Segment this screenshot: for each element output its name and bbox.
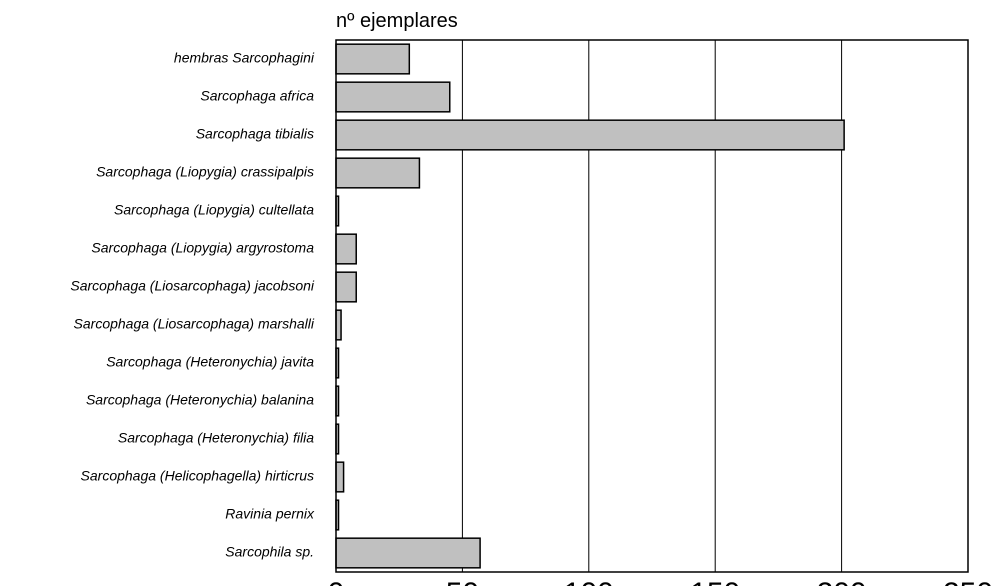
category-label: Sarcophaga (Heteronychia) balanina bbox=[86, 392, 314, 408]
bar bbox=[335, 119, 845, 151]
x-axis-unit-label: nº ejemplares bbox=[336, 10, 458, 32]
category-label: Sarcophaga (Liosarcophaga) jacobsoni bbox=[70, 278, 314, 294]
bar bbox=[335, 81, 451, 113]
category-labels: hembras Sarcophagini Sarcophaga africa Sar… bbox=[70, 50, 315, 560]
category-label: Sarcophaga africa bbox=[200, 88, 314, 104]
category-label: Ravinia pernix bbox=[225, 506, 315, 522]
x-tick-label: 200 bbox=[817, 577, 867, 586]
category-label: Sarcophaga (Helicophagella) hirticrus bbox=[81, 468, 314, 484]
x-tick-label: 100 bbox=[564, 577, 614, 586]
category-label: Sarcophaga (Liosarcophaga) marshalli bbox=[74, 316, 315, 332]
category-label: Sarcophaga (Liopygia) argyrostoma bbox=[91, 240, 314, 256]
bar bbox=[335, 309, 342, 341]
x-tick-label: 0 bbox=[328, 577, 345, 586]
x-tick-label: 150 bbox=[690, 577, 740, 586]
category-label: Sarcophaga tibialis bbox=[196, 126, 314, 142]
bar bbox=[335, 43, 411, 75]
x-tick-label: 50 bbox=[446, 577, 479, 586]
category-label: Sarcophila sp. bbox=[225, 544, 314, 560]
bars bbox=[335, 43, 845, 569]
category-label: hembras Sarcophagini bbox=[174, 50, 315, 66]
bar bbox=[335, 537, 481, 569]
category-label: Sarcophaga (Liopygia) cultellata bbox=[114, 202, 314, 218]
x-tick-label: 250 bbox=[943, 577, 993, 586]
plot-frame bbox=[335, 39, 969, 573]
bar bbox=[335, 461, 345, 493]
x-tick-labels: 0 50 100 150 200 250 bbox=[328, 577, 993, 586]
category-label: Sarcophaga (Heteronychia) filia bbox=[118, 430, 314, 446]
bar bbox=[335, 233, 357, 265]
bar bbox=[335, 271, 357, 303]
bar bbox=[335, 157, 421, 189]
category-label: Sarcophaga (Liopygia) crassipalpis bbox=[96, 164, 314, 180]
category-label: Sarcophaga (Heteronychia) javita bbox=[106, 354, 314, 370]
